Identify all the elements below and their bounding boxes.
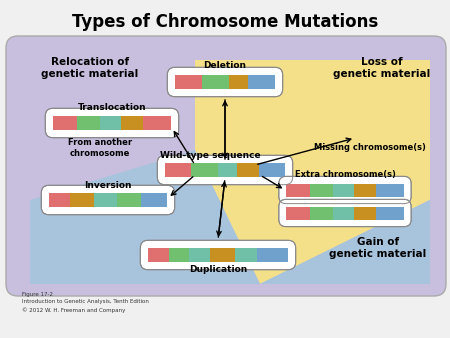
Polygon shape xyxy=(30,150,430,284)
Bar xyxy=(229,75,248,89)
Polygon shape xyxy=(30,200,430,284)
Bar xyxy=(257,248,288,262)
FancyBboxPatch shape xyxy=(41,185,175,215)
Bar xyxy=(141,193,167,207)
Bar xyxy=(94,193,117,207)
Bar xyxy=(202,75,229,89)
Bar xyxy=(175,75,202,89)
Bar xyxy=(100,116,122,130)
Text: Duplication: Duplication xyxy=(189,266,247,274)
Bar xyxy=(148,248,169,262)
FancyBboxPatch shape xyxy=(279,176,411,204)
Bar xyxy=(49,193,70,207)
Text: Types of Chromosome Mutations: Types of Chromosome Mutations xyxy=(72,13,378,31)
Bar xyxy=(355,184,376,196)
Bar xyxy=(122,116,143,130)
Text: Extra chromosome(s): Extra chromosome(s) xyxy=(295,170,396,179)
Bar xyxy=(235,248,257,262)
FancyBboxPatch shape xyxy=(45,108,179,138)
Bar xyxy=(376,207,404,219)
Text: Missing chromosome(s): Missing chromosome(s) xyxy=(314,144,426,152)
FancyBboxPatch shape xyxy=(279,199,411,227)
Bar xyxy=(376,184,404,196)
Bar xyxy=(76,116,100,130)
Bar xyxy=(169,248,189,262)
FancyBboxPatch shape xyxy=(6,36,446,296)
FancyBboxPatch shape xyxy=(167,67,283,97)
Bar xyxy=(333,207,355,219)
Bar xyxy=(191,163,218,177)
Bar xyxy=(218,163,237,177)
Text: Wild-type sequence: Wild-type sequence xyxy=(160,151,260,161)
Bar xyxy=(237,163,259,177)
Bar xyxy=(53,116,76,130)
FancyBboxPatch shape xyxy=(158,155,292,185)
Bar xyxy=(70,193,94,207)
Bar xyxy=(210,248,235,262)
Bar xyxy=(310,207,333,219)
Text: Deletion: Deletion xyxy=(203,61,247,70)
Bar xyxy=(117,193,141,207)
Bar xyxy=(333,184,355,196)
Bar xyxy=(310,184,333,196)
FancyBboxPatch shape xyxy=(140,240,296,270)
Bar xyxy=(355,207,376,219)
Text: Gain of
genetic material: Gain of genetic material xyxy=(329,237,427,259)
Text: Figure 17-2
Introduction to Genetic Analysis, Tenth Edition
© 2012 W. H. Freeman: Figure 17-2 Introduction to Genetic Anal… xyxy=(22,292,149,313)
Text: Loss of
genetic material: Loss of genetic material xyxy=(333,57,431,79)
Bar xyxy=(248,75,275,89)
Text: Translocation: Translocation xyxy=(78,103,146,113)
Text: From another
chromosome: From another chromosome xyxy=(68,138,132,158)
Text: Inversion: Inversion xyxy=(84,180,132,190)
Bar xyxy=(259,163,285,177)
Bar xyxy=(189,248,210,262)
Polygon shape xyxy=(195,60,430,284)
Text: Relocation of
genetic material: Relocation of genetic material xyxy=(41,57,139,79)
Bar xyxy=(165,163,191,177)
Bar xyxy=(286,207,310,219)
Bar xyxy=(286,184,310,196)
Bar xyxy=(143,116,171,130)
